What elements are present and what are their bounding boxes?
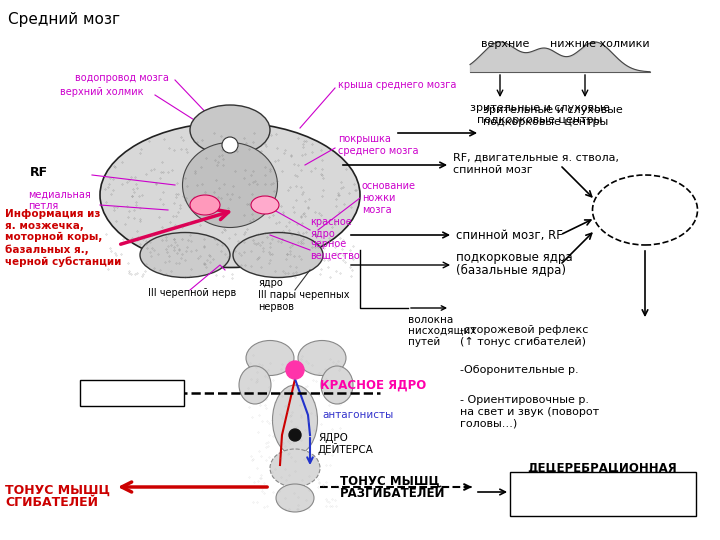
- Text: антагонисты: антагонисты: [322, 410, 393, 420]
- Ellipse shape: [100, 123, 360, 267]
- Text: черное
вещество: черное вещество: [310, 239, 360, 261]
- Ellipse shape: [321, 366, 353, 404]
- Text: КРАСНОЕ ЯДРО: КРАСНОЕ ЯДРО: [320, 379, 426, 392]
- Text: зрительные и слуховые: зрительные и слуховые: [470, 103, 610, 113]
- Text: спинной мозг, RF: спинной мозг, RF: [456, 228, 563, 241]
- Text: (↑ тонус сгибателей): (↑ тонус сгибателей): [460, 337, 586, 347]
- Text: СГИБАТЕЛЕЙ: СГИБАТЕЛЕЙ: [5, 496, 98, 510]
- Text: ядро
III пары черепных
нервов: ядро III пары черепных нервов: [258, 279, 349, 312]
- Text: -Оборонительные р.: -Оборонительные р.: [460, 365, 579, 375]
- Circle shape: [289, 429, 301, 441]
- Ellipse shape: [272, 385, 318, 455]
- Text: Информация из
я. мозжечка,
моторной коры,
базальных я.,
черной субстанции: Информация из я. мозжечка, моторной коры…: [5, 209, 122, 267]
- Text: красное
ядро: красное ядро: [310, 217, 352, 239]
- Text: -сторожевой рефлекс: -сторожевой рефлекс: [460, 325, 588, 335]
- Ellipse shape: [190, 105, 270, 155]
- Text: RF: RF: [30, 166, 48, 179]
- Text: ЯДРО: ЯДРО: [318, 433, 348, 443]
- Text: основание
ножки
мозга: основание ножки мозга: [362, 181, 416, 214]
- Text: перерезка: перерезка: [101, 380, 166, 393]
- Text: ТОНУС МЫШЦ: ТОНУС МЫШЦ: [340, 475, 439, 488]
- Text: медиальная
петля: медиальная петля: [28, 189, 91, 211]
- Text: верхний холмик: верхний холмик: [60, 87, 143, 97]
- Text: - Ориентировочные р.: - Ориентировочные р.: [460, 395, 589, 405]
- Ellipse shape: [298, 341, 346, 375]
- Ellipse shape: [182, 143, 277, 227]
- Text: подкорковые ядра: подкорковые ядра: [456, 252, 572, 265]
- Text: головы…): головы…): [460, 419, 517, 429]
- Text: РАЗГИБАТЕЛЕЙ: РАЗГИБАТЕЛЕЙ: [340, 487, 446, 500]
- Ellipse shape: [246, 341, 294, 375]
- Circle shape: [286, 361, 304, 379]
- Ellipse shape: [190, 195, 220, 215]
- Circle shape: [222, 137, 238, 153]
- Ellipse shape: [251, 196, 279, 214]
- Text: крыша среднего мозга: крыша среднего мозга: [338, 80, 456, 90]
- Text: (базальные ядра): (базальные ядра): [456, 264, 566, 276]
- Text: ДЕЙТЕРСА: ДЕЙТЕРСА: [318, 443, 374, 455]
- Text: Средний мозг: Средний мозг: [8, 12, 120, 27]
- Text: нижние холмики: нижние холмики: [550, 39, 650, 49]
- Text: подкорковые центры: подкорковые центры: [483, 117, 608, 127]
- Text: подкорковые центры: подкорковые центры: [477, 115, 603, 125]
- Text: на свет и звук (поворот: на свет и звук (поворот: [460, 407, 599, 417]
- Ellipse shape: [593, 175, 698, 245]
- Text: спинной мозг: спинной мозг: [453, 165, 533, 175]
- Text: зрительные и слуховые: зрительные и слуховые: [483, 105, 623, 115]
- Ellipse shape: [140, 233, 230, 278]
- Text: III черепной нерв: III черепной нерв: [148, 288, 236, 298]
- Text: ТОНУС МЫШЦ: ТОНУС МЫШЦ: [5, 483, 110, 496]
- Ellipse shape: [270, 449, 320, 487]
- Text: RF, двигательные я. ствола,: RF, двигательные я. ствола,: [453, 153, 619, 163]
- Ellipse shape: [233, 233, 323, 278]
- Text: водопровод мозга: водопровод мозга: [75, 73, 169, 83]
- Text: нисходящих: нисходящих: [408, 326, 477, 336]
- Text: путей: путей: [408, 337, 440, 347]
- Text: верхние: верхние: [481, 39, 529, 49]
- Text: ДЕЦЕРЕБРАЦИОННАЯ
РИГИДНОСТЬ: ДЕЦЕРЕБРАЦИОННАЯ РИГИДНОСТЬ: [527, 462, 677, 490]
- Text: волокна: волокна: [408, 315, 454, 325]
- Text: Регуляция
движений: Регуляция движений: [611, 196, 680, 224]
- Text: покрышка
среднего мозга: покрышка среднего мозга: [338, 134, 418, 156]
- FancyBboxPatch shape: [80, 380, 184, 406]
- Ellipse shape: [239, 366, 271, 404]
- Ellipse shape: [276, 484, 314, 512]
- FancyBboxPatch shape: [510, 472, 696, 516]
